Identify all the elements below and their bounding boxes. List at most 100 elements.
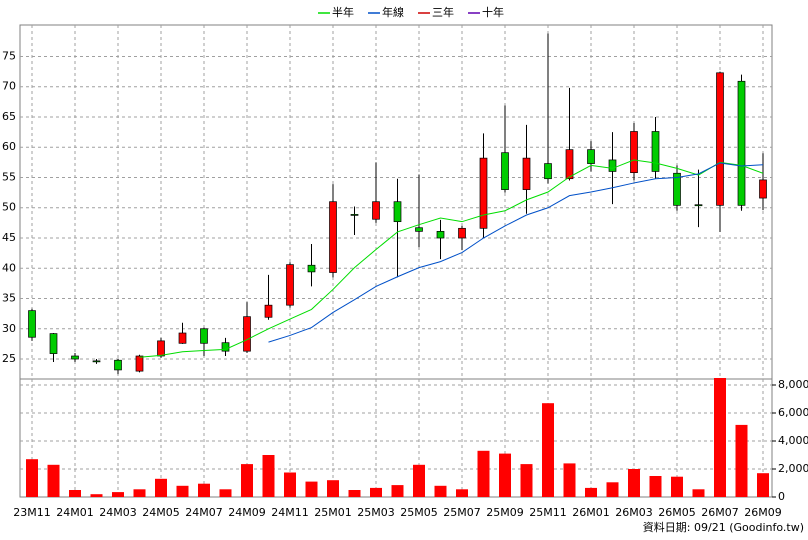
volume-bar xyxy=(757,473,769,497)
x-tick-label: 25M05 xyxy=(400,506,438,519)
volume-bar xyxy=(176,485,189,497)
volume-bar xyxy=(198,483,210,497)
volume-bar xyxy=(26,459,38,497)
y-tick-label: 50 xyxy=(2,201,16,214)
volume-bar xyxy=(262,455,275,497)
volume-bar xyxy=(563,463,576,497)
candle-body xyxy=(307,264,316,273)
y-tick-label: 40 xyxy=(2,261,16,274)
volume-bar xyxy=(90,494,103,497)
volume-bar xyxy=(284,472,296,497)
y-tick-label: 75 xyxy=(2,49,16,62)
volume-bar xyxy=(692,489,705,497)
x-tick-label: 24M03 xyxy=(99,506,137,519)
volume-bar xyxy=(413,464,425,497)
ma-line xyxy=(268,162,764,343)
ma-line xyxy=(139,159,764,358)
candle-body xyxy=(243,316,251,352)
candle-body xyxy=(716,72,724,206)
y2-tick-label: 4,000 xyxy=(778,434,808,447)
y-tick-label: 55 xyxy=(2,170,16,183)
candle-body xyxy=(71,355,79,360)
candle-body xyxy=(436,230,445,239)
candle-body xyxy=(372,201,380,220)
x-tick-label: 25M09 xyxy=(486,506,524,519)
y2-tick-label: 0 xyxy=(778,490,785,503)
volume-bar xyxy=(649,476,662,497)
volume-bar xyxy=(305,481,318,497)
y-tick-label: 35 xyxy=(2,292,16,305)
legend-label: 年線 xyxy=(382,5,404,19)
y2-tick-label: 8,000 xyxy=(778,378,808,391)
candle-body xyxy=(479,157,488,229)
x-tick-label: 25M03 xyxy=(357,506,395,519)
candle-body xyxy=(522,157,531,190)
volume-bar xyxy=(477,450,490,497)
volume-bar xyxy=(585,487,597,497)
candle-body xyxy=(286,264,294,306)
volume-bar xyxy=(606,482,619,497)
x-tick-label: 24M05 xyxy=(142,506,180,519)
candle-body xyxy=(694,204,703,207)
footer: 資料日期: 09/21 (Goodinfo.tw) xyxy=(643,520,804,534)
candle-body xyxy=(92,360,101,363)
legend-label: 十年 xyxy=(482,5,504,19)
x-tick-label: 25M11 xyxy=(529,506,567,519)
x-tick-label: 25M07 xyxy=(443,506,481,519)
x-tick-label: 26M09 xyxy=(744,506,782,519)
y-tick-label: 60 xyxy=(2,140,16,153)
volume-bar xyxy=(628,469,640,497)
candle-body xyxy=(114,359,122,371)
candle-body xyxy=(565,149,574,180)
x-tick-label: 23M11 xyxy=(13,506,51,519)
y2-tick-label: 6,000 xyxy=(778,406,808,419)
legend-label: 半年 xyxy=(332,5,354,19)
x-tick-label: 24M01 xyxy=(56,506,94,519)
candle-body xyxy=(458,227,466,239)
candle-body xyxy=(329,201,337,273)
candle-body xyxy=(264,304,273,318)
x-tick-label: 24M09 xyxy=(228,506,266,519)
volume-bar xyxy=(370,487,382,497)
x-tick-label: 26M07 xyxy=(701,506,739,519)
x-tick-label: 26M05 xyxy=(658,506,696,519)
y2-tick-label: 2,000 xyxy=(778,462,808,475)
candle-body xyxy=(157,340,165,357)
y-tick-label: 30 xyxy=(2,322,16,335)
y-tick-label: 45 xyxy=(2,231,16,244)
x-tick-label: 24M11 xyxy=(271,506,309,519)
volume-bar xyxy=(241,464,253,497)
candle-body xyxy=(221,342,230,352)
candle-body xyxy=(608,159,617,172)
x-tick-label: 24M07 xyxy=(185,506,223,519)
candle-body xyxy=(49,333,58,354)
candle-body xyxy=(200,328,208,344)
volume-bar xyxy=(348,490,361,497)
candle-body xyxy=(544,163,552,180)
y-tick-label: 65 xyxy=(2,110,16,123)
candle-body xyxy=(501,152,509,190)
x-tick-label: 26M03 xyxy=(615,506,653,519)
volume-bar xyxy=(520,464,533,497)
candle-body xyxy=(759,179,767,199)
candle-body xyxy=(587,149,595,164)
candle-body xyxy=(651,131,660,172)
candle-body xyxy=(178,332,187,344)
candle-body xyxy=(28,310,36,338)
volume-bar xyxy=(671,476,683,497)
candle-body xyxy=(737,80,746,206)
y-tick-label: 70 xyxy=(2,80,16,93)
volume-bar xyxy=(735,424,748,497)
x-tick-label: 25M01 xyxy=(314,506,352,519)
candle-body xyxy=(415,227,423,232)
legend-label: 三年 xyxy=(432,5,454,19)
volume-bar xyxy=(327,480,339,497)
volume-bar xyxy=(69,490,81,497)
volume-bar xyxy=(714,378,726,497)
volume-bar xyxy=(456,489,468,497)
volume-bar xyxy=(133,489,146,497)
x-tick-label: 26M01 xyxy=(572,506,610,519)
candle-body xyxy=(673,172,681,206)
volume-bar xyxy=(391,485,404,497)
